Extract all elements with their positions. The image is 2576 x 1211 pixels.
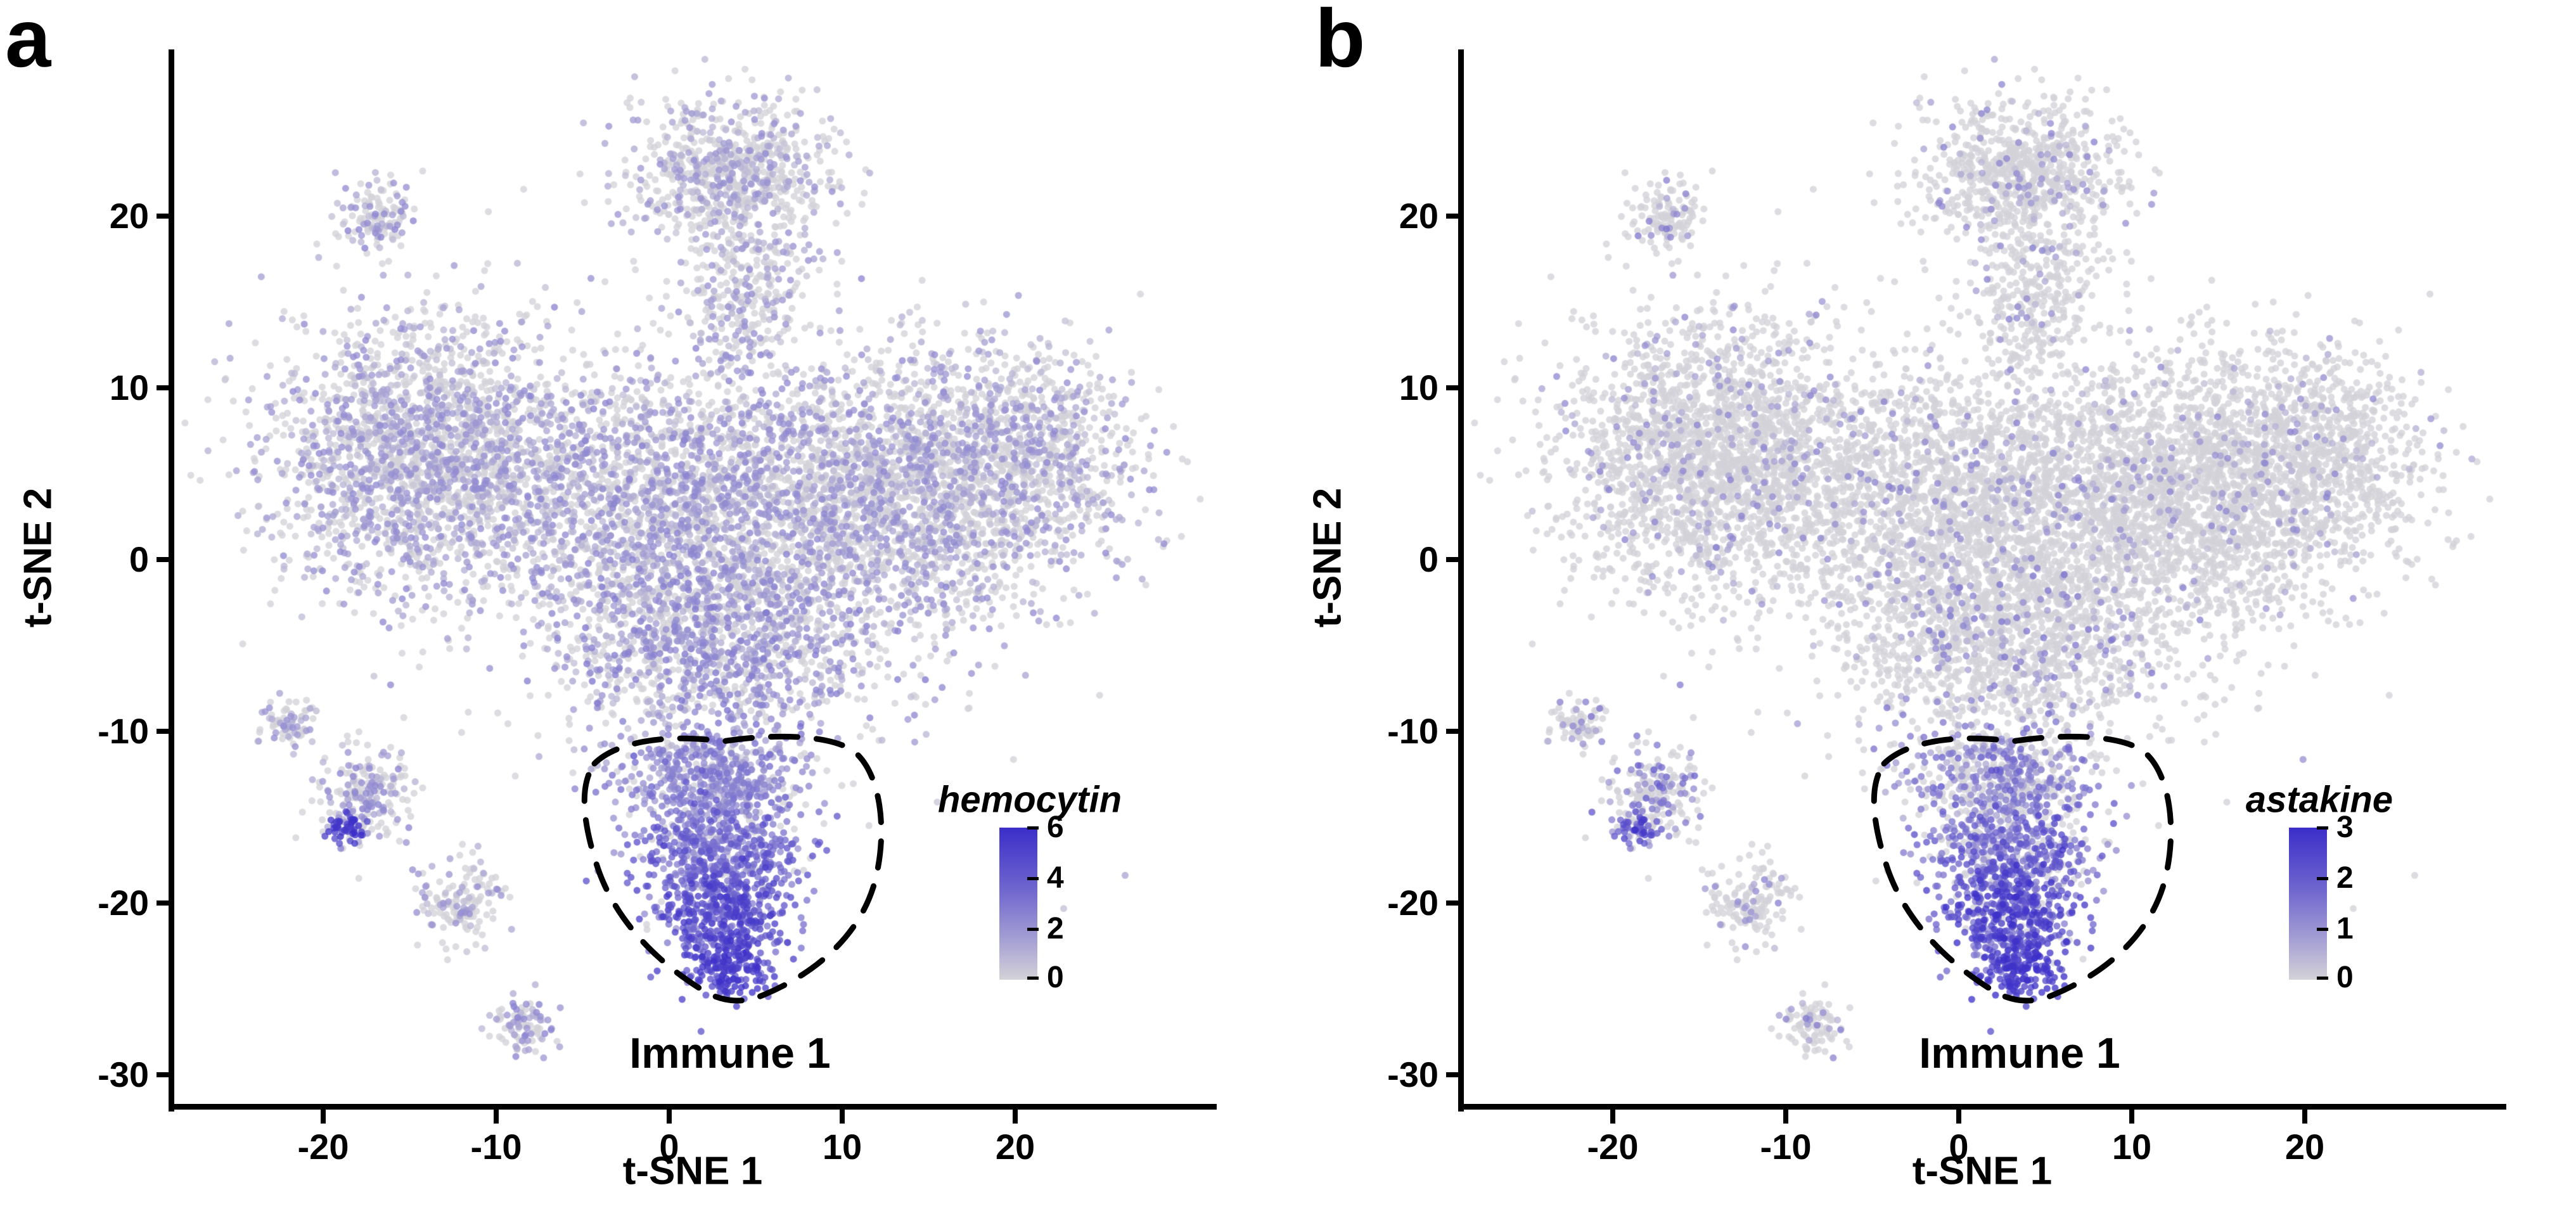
legend-tick-label: 4 bbox=[1047, 861, 1064, 895]
x-axis-line bbox=[169, 1104, 1217, 1110]
y-tick-label: 10 bbox=[1399, 368, 1439, 407]
immune-cluster-outline bbox=[581, 733, 885, 1004]
legend-gene-title: astakine bbox=[2245, 779, 2393, 821]
x-axis-line bbox=[1458, 1104, 2506, 1110]
legend-tick bbox=[1027, 877, 1039, 880]
x-tick-label: 20 bbox=[995, 1127, 1035, 1167]
y-tick-label: -30 bbox=[1387, 1054, 1439, 1094]
x-axis-tick bbox=[667, 1106, 672, 1124]
x-tick-label: 20 bbox=[2284, 1127, 2325, 1167]
x-tick-label: 10 bbox=[2111, 1127, 2152, 1167]
x-tick-label: -20 bbox=[1587, 1127, 1639, 1167]
x-tick-label: 0 bbox=[659, 1127, 679, 1167]
y-tick-label: 0 bbox=[129, 539, 149, 579]
legend-tick-label: 1 bbox=[2336, 912, 2354, 945]
y-axis-tick bbox=[157, 214, 174, 219]
immune-cluster-label: Immune 1 bbox=[1919, 1029, 2120, 1077]
legend-tick bbox=[2317, 877, 2328, 880]
y-axis-tick bbox=[1446, 214, 1464, 219]
legend-tick-label: 2 bbox=[2336, 861, 2354, 895]
legend-gradient-bar bbox=[999, 828, 1037, 980]
y-axis-line bbox=[1458, 49, 1464, 1112]
y-tick-label: -20 bbox=[1387, 883, 1439, 923]
legend-tick bbox=[2317, 928, 2328, 931]
legend-tick bbox=[1027, 977, 1039, 980]
legend-tick-label: 6 bbox=[1047, 811, 1064, 844]
x-tick-label: 0 bbox=[1949, 1127, 1969, 1167]
y-tick-label: 20 bbox=[1399, 196, 1439, 236]
panel-a: a 20 10 0 -10 -20 -30 -20 -10 0 10 20 t-… bbox=[0, 0, 1286, 1211]
y-axis-tick bbox=[157, 900, 174, 906]
legend-tick bbox=[1027, 826, 1039, 830]
y-axis-tick bbox=[1446, 1072, 1464, 1077]
y-axis-tick bbox=[157, 385, 174, 390]
x-axis-title: t-SNE 1 bbox=[1912, 1149, 2053, 1193]
legend-tick bbox=[2317, 826, 2328, 830]
legend-tick-label: 0 bbox=[2336, 961, 2354, 994]
y-axis-tick bbox=[1446, 729, 1464, 734]
immune-cluster-outline bbox=[1871, 733, 2174, 1004]
x-axis-tick bbox=[1783, 1106, 1788, 1124]
legend-tick-label: 2 bbox=[1047, 912, 1064, 945]
panel-b: b 20 10 0 -10 -20 -30 -20 -10 0 10 20 t-… bbox=[1290, 0, 2576, 1211]
x-axis-tick bbox=[2129, 1106, 2134, 1124]
y-axis-line bbox=[169, 49, 174, 1112]
x-axis-tick bbox=[321, 1106, 326, 1124]
x-axis-tick bbox=[2302, 1106, 2307, 1124]
x-tick-label: -20 bbox=[297, 1127, 349, 1167]
legend-tick bbox=[1027, 928, 1039, 931]
y-axis-tick bbox=[1446, 900, 1464, 906]
legend-gradient-bar bbox=[2289, 828, 2327, 980]
legend-tick bbox=[2317, 977, 2328, 980]
y-axis-tick bbox=[157, 1072, 174, 1077]
legend-tick-label: 3 bbox=[2336, 811, 2354, 844]
legend-tick-label: 0 bbox=[1047, 961, 1064, 994]
legend-gene-title: hemocytin bbox=[937, 779, 1122, 821]
y-axis-tick bbox=[157, 729, 174, 734]
y-tick-label: 0 bbox=[1418, 539, 1439, 579]
y-tick-label: -30 bbox=[98, 1054, 149, 1094]
x-axis-tick bbox=[1610, 1106, 1615, 1124]
immune-cluster-label: Immune 1 bbox=[629, 1029, 831, 1077]
x-tick-label: 10 bbox=[822, 1127, 862, 1167]
x-tick-label: -10 bbox=[470, 1127, 522, 1167]
y-tick-label: -10 bbox=[1387, 711, 1439, 751]
y-tick-label: 10 bbox=[109, 368, 149, 407]
panel-a-letter: a bbox=[5, 0, 51, 84]
panel-b-letter: b bbox=[1315, 0, 1366, 84]
y-tick-label: -10 bbox=[98, 711, 149, 751]
x-tick-label: -10 bbox=[1760, 1127, 1812, 1167]
y-axis-tick bbox=[157, 557, 174, 562]
x-axis-tick bbox=[840, 1106, 845, 1124]
y-tick-label: 20 bbox=[109, 196, 149, 236]
y-axis-tick bbox=[1446, 385, 1464, 390]
y-axis-tick bbox=[1446, 557, 1464, 562]
x-axis-title: t-SNE 1 bbox=[622, 1149, 763, 1193]
x-axis-tick bbox=[1956, 1106, 1961, 1124]
y-tick-label: -20 bbox=[98, 883, 149, 923]
x-axis-tick bbox=[494, 1106, 499, 1124]
x-axis-tick bbox=[1013, 1106, 1018, 1124]
